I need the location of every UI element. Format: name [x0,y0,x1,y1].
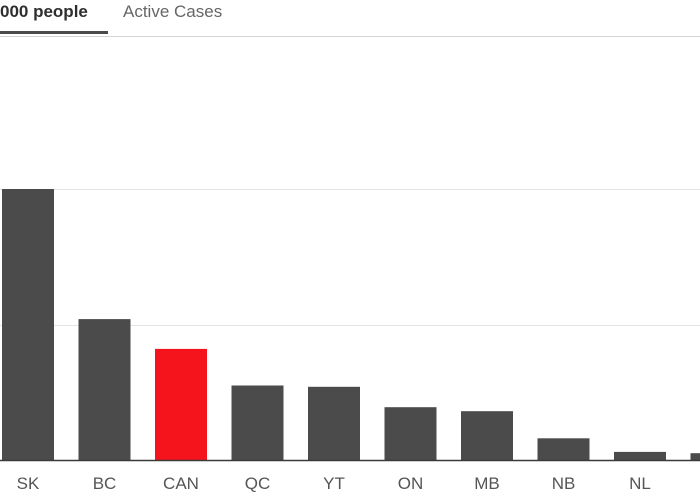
bar-mb [461,411,513,460]
bar-qc [231,385,284,460]
bar-nb [537,438,590,460]
x-tick-label-can: CAN [163,474,199,493]
bar-on [384,407,437,460]
bar-can [155,348,207,460]
tab-per-100000-people-label: 000 people [0,2,88,21]
x-tick-label-mb: MB [474,474,500,493]
x-tick-label-on: ON [398,474,424,493]
bar-nl [614,451,666,460]
tab-per-100000-people[interactable]: 000 people [0,0,108,34]
tab-bar: 000 people Active Cases [0,0,700,37]
x-tick-label-yt: YT [323,474,345,493]
x-tick-label-sk: SK [17,474,40,493]
tab-active-cases-label: Active Cases [123,2,223,21]
x-tick-label-nb: NB [552,474,576,493]
bar-bc [78,319,131,460]
bar-yt [308,386,360,460]
bar-sk [2,189,54,460]
bar-partial [690,453,700,460]
x-tick-label-qc: QC [245,474,271,493]
x-tick-label-bc: BC [93,474,117,493]
x-tick-label-nl: NL [629,474,651,493]
tab-active-cases[interactable]: Active Cases [123,0,222,34]
bar-chart: SK BC CAN QC YT ON MB NB NL [0,189,700,493]
